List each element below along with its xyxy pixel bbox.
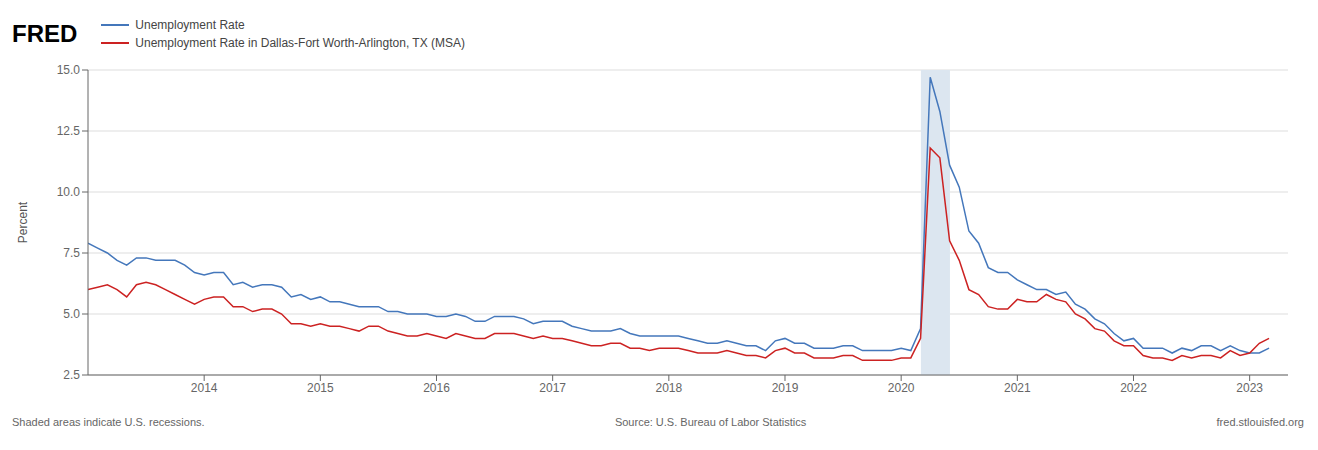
svg-text:5.0: 5.0: [63, 307, 80, 321]
svg-text:10.0: 10.0: [57, 185, 81, 199]
svg-text:2014: 2014: [191, 381, 218, 395]
html-text:fred.stlouisfed.org: fred.stlouisfed.org: [1216, 416, 1304, 428]
svg-text:2.5: 2.5: [63, 368, 80, 382]
html-text:Shaded areas indicate U.S. rec: Shaded areas indicate U.S. recessions.: [12, 416, 205, 428]
svg-text:2023: 2023: [1236, 381, 1263, 395]
svg-text:2022: 2022: [1120, 381, 1147, 395]
svg-text:15.0: 15.0: [57, 63, 81, 77]
html-text:FRED: FRED: [12, 20, 78, 47]
svg-text:2020: 2020: [888, 381, 915, 395]
svg-text:2019: 2019: [772, 381, 799, 395]
html-text:Source: U.S. Bureau of Labor S: Source: U.S. Bureau of Labor Statistics: [614, 416, 807, 428]
html-text:Unemployment Rate in Dallas-Fo: Unemployment Rate in Dallas-Fort Worth-A…: [135, 36, 465, 50]
svg-text:2016: 2016: [423, 381, 450, 395]
html-text:Unemployment Rate: Unemployment Rate: [135, 18, 245, 32]
svg-text:12.5: 12.5: [57, 124, 81, 138]
svg-text:Percent: Percent: [16, 201, 30, 243]
svg-text:2017: 2017: [539, 381, 566, 395]
svg-text:2018: 2018: [655, 381, 682, 395]
svg-text:2015: 2015: [307, 381, 334, 395]
svg-text:7.5: 7.5: [63, 246, 80, 260]
svg-text:2021: 2021: [1004, 381, 1031, 395]
